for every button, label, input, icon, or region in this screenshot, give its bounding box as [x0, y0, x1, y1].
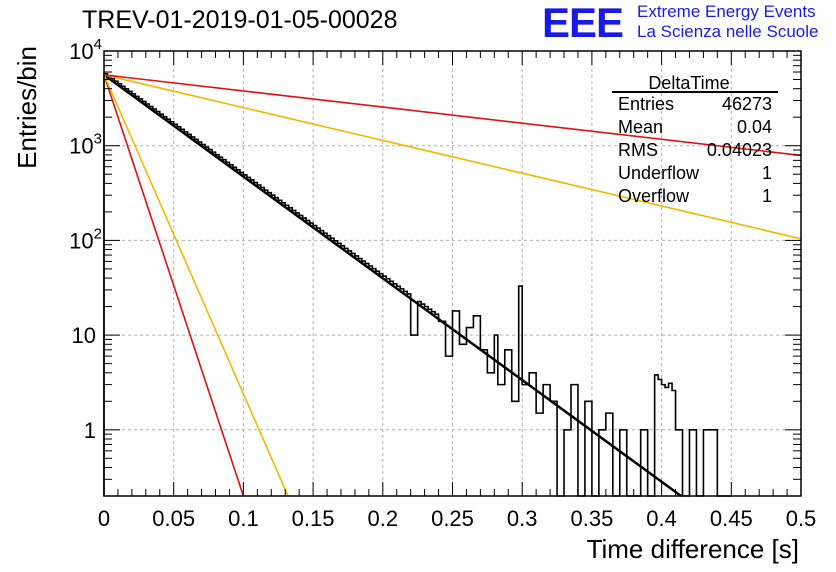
x-tick-label: 0.25 [431, 506, 474, 531]
stats-label: Entries [618, 94, 674, 114]
stats-title: DeltaTime [648, 73, 729, 93]
logo-line-2: La Scienza nelle Scuole [637, 22, 819, 41]
stats-value: 1 [762, 163, 772, 183]
x-tick-label: 0.45 [710, 506, 753, 531]
line-yellow_shallow [103, 74, 802, 240]
stats-value: 1 [762, 186, 772, 206]
x-axis-label: Time difference [s] [587, 534, 799, 564]
x-tick-label: 0.15 [292, 506, 335, 531]
x-tick-label: 0.3 [507, 506, 538, 531]
y-tick-label: 103 [69, 131, 102, 159]
line-red_steep [103, 74, 245, 497]
y-tick-label: 1 [84, 418, 96, 443]
y-tick-label: 104 [69, 36, 102, 64]
y-tick-labels: 1 10 102 103 104 [69, 36, 102, 443]
axis-ticks [103, 51, 802, 497]
logo-line-1: Extreme Energy Events [637, 2, 816, 21]
y-tick-label: 10 [72, 323, 96, 348]
line-red_shallow [103, 74, 802, 157]
eee-logo: EEE [542, 0, 624, 46]
y-tick-label: 102 [69, 225, 102, 253]
line-yellow_steep [103, 74, 289, 497]
x-tick-labels: 0 0.05 0.1 0.15 0.2 0.25 0.3 0.35 0.4 0.45 0.5 [98, 506, 816, 531]
x-tick-label: 0.35 [570, 506, 613, 531]
y-axis-label: Entries/bin [12, 46, 42, 169]
stats-label: Underflow [618, 163, 700, 183]
stats-value: 46273 [722, 94, 772, 114]
fit-lines [103, 73, 802, 498]
line-fit [103, 73, 682, 498]
x-tick-label: 0.4 [646, 506, 677, 531]
stats-label: Mean [618, 117, 663, 137]
x-tick-label: 0.05 [152, 506, 195, 531]
x-tick-label: 0.1 [228, 506, 259, 531]
x-tick-label: 0.2 [368, 506, 399, 531]
stats-value: 0.04 [737, 117, 772, 137]
x-tick-label: 0 [98, 506, 110, 531]
stats-label: RMS [618, 140, 658, 160]
stats-label: Overflow [618, 186, 690, 206]
run-title: TREV-01-2019-01-05-00028 [82, 6, 398, 34]
x-tick-label: 0.5 [786, 506, 817, 531]
stats-value: 0.04023 [707, 140, 772, 160]
